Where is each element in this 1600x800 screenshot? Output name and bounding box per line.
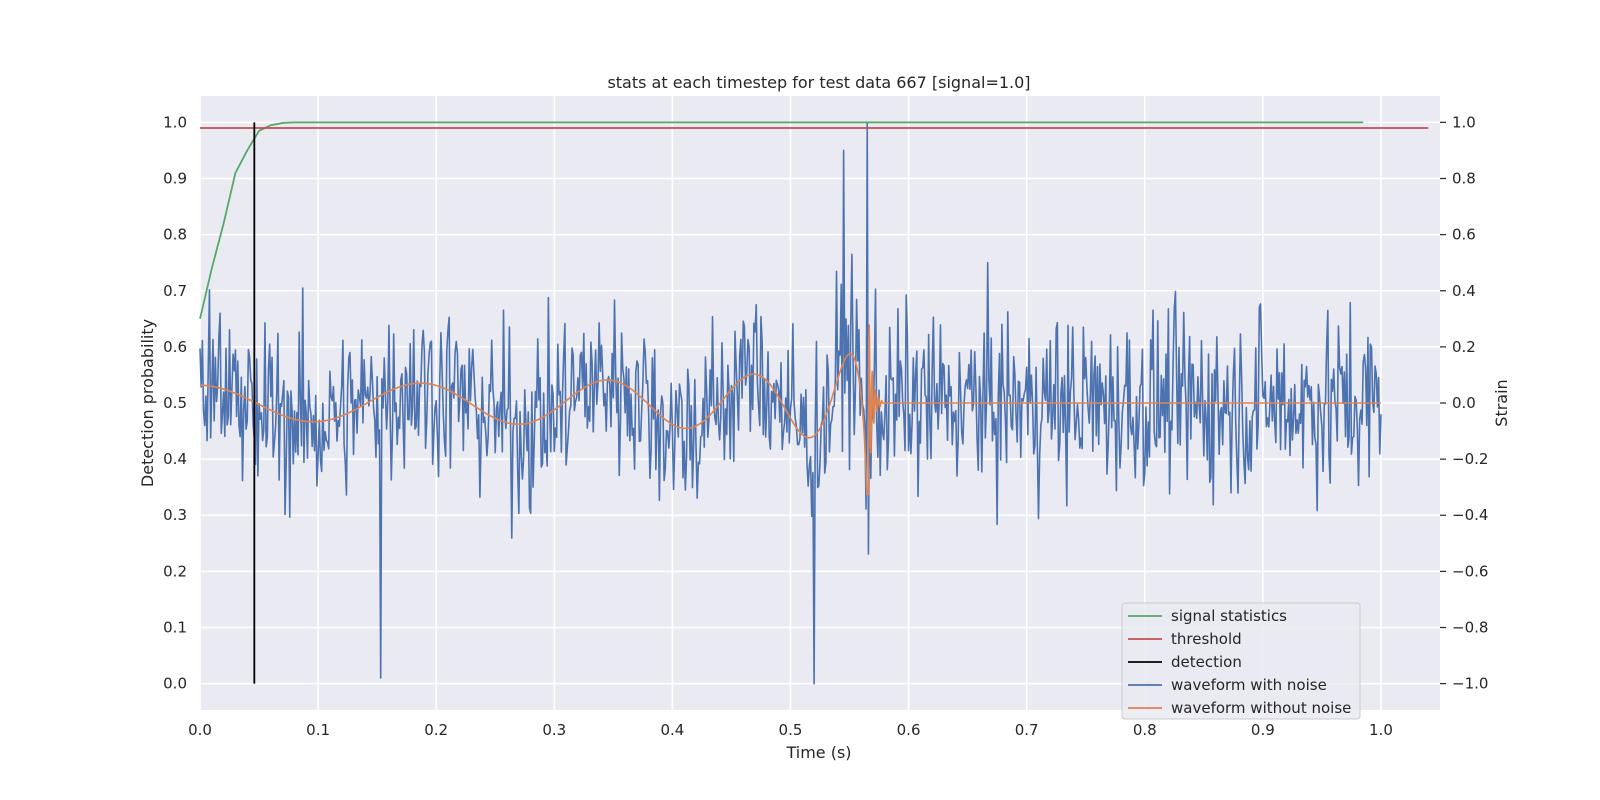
legend-box [1121,602,1361,720]
legend-label-waveform-without-noise: waveform without noise [1171,699,1351,717]
y-axis-label-left: Detection probability [138,319,157,487]
x-tick-label: 0.1 [306,721,330,739]
x-tick-label: 0.5 [779,721,803,739]
y-tick-label-left: 0.6 [163,338,187,356]
y-tick-label-right: −0.2 [1452,450,1488,468]
x-tick-label: 0.8 [1133,721,1157,739]
y-tick-label-right: 0.6 [1452,226,1476,244]
x-tick-label: 0.4 [660,721,684,739]
y-tick-label-left: 0.7 [163,282,187,300]
y-tick-label-left: 0.8 [163,226,187,244]
y-tick-label-right: 0.2 [1452,338,1476,356]
legend-label-detection: detection [1171,653,1242,671]
y-tick-label-left: 0.2 [163,562,187,580]
y-tick-label-right: −0.8 [1452,618,1488,636]
y-tick-label-left: 0.5 [163,394,187,412]
axis-ticks: 0.0 0.1 0.2 0.3 0.4 0.5 0.6 0.7 0.8 0.9 1.0 0.0 0.1 0… [163,113,1488,739]
y-tick-label-right: −0.6 [1452,562,1488,580]
legend-label-threshold: threshold [1171,630,1242,648]
y-tick-label-left: 1.0 [163,113,187,131]
x-tick-label: 0.2 [424,721,448,739]
chart-title: stats at each timestep for test data 667… [607,73,1030,92]
y-tick-label-right: −0.4 [1452,506,1488,524]
y-axis-label-right: Strain [1492,379,1511,426]
y-tick-label-right: −1.0 [1452,675,1488,693]
x-tick-label: 0.9 [1251,721,1275,739]
waveform-with-noise-line [199,121,1382,685]
y-tick-label-right: 1.0 [1452,113,1476,131]
y-tick-label-right: 0.0 [1452,394,1476,412]
legend-label-waveform-with-noise: waveform with noise [1171,676,1327,694]
x-tick-label: 0.6 [897,721,921,739]
y-tick-label-left: 0.0 [163,675,187,693]
x-tick-label: 0.3 [542,721,566,739]
y-tick-label-left: 0.3 [163,506,187,524]
legend: signal statistics threshold detection wa… [1121,602,1361,720]
x-tick-label: 1.0 [1369,721,1393,739]
legend-label-signal-statistics: signal statistics [1171,607,1287,625]
y-tick-label-left: 0.4 [163,450,187,468]
y-tick-label-right: 0.8 [1452,170,1476,188]
waveform-without-noise-line [199,324,1381,496]
y-tick-label-left: 0.9 [163,170,187,188]
x-axis-label: Time (s) [785,743,851,762]
y-tick-label-right: 0.4 [1452,282,1476,300]
x-tick-label: 0.0 [188,721,212,739]
y-tick-label-left: 0.1 [163,618,187,636]
x-tick-label: 0.7 [1015,721,1039,739]
plot-lines [199,121,1429,685]
signal-statistics-line [199,121,1364,320]
